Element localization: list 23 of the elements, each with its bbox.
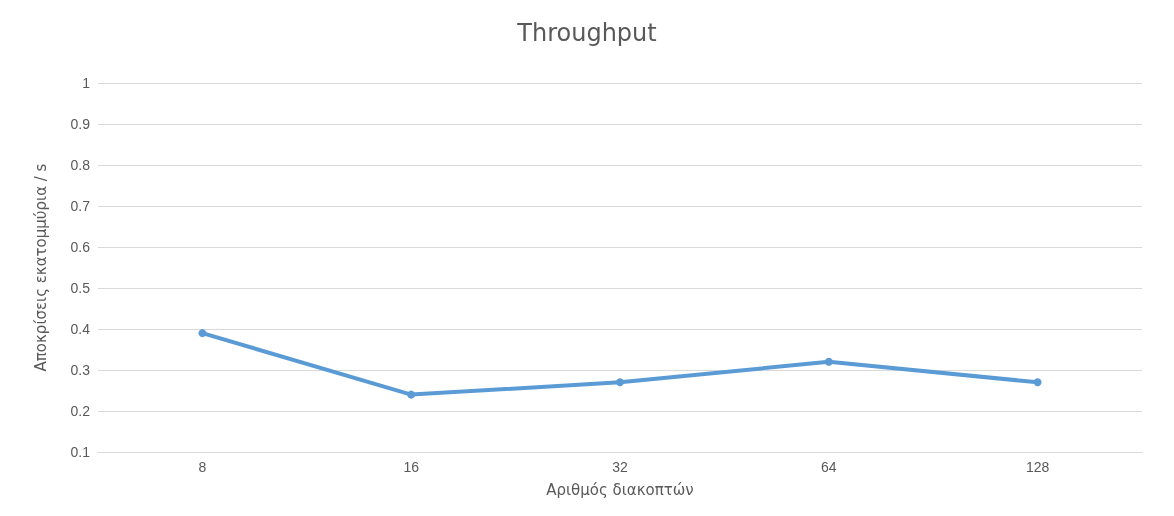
point — [407, 390, 416, 399]
x-tick-label: 8 — [198, 459, 207, 475]
point — [198, 329, 207, 338]
y-tick-label: 0.9 — [70, 116, 91, 132]
x-tick-label: 32 — [612, 459, 628, 475]
x-tick-label: 64 — [821, 459, 837, 475]
y-tick-label: 0.3 — [70, 362, 91, 378]
y-tick-label: 0.4 — [70, 321, 91, 337]
y-tick-label: 0.6 — [70, 239, 91, 255]
y-tick-label: 1 — [82, 75, 91, 91]
point — [1033, 378, 1042, 387]
point — [824, 357, 833, 366]
x-tick-label: 16 — [403, 459, 420, 475]
y-tick-label: 0.2 — [70, 403, 91, 419]
y-tick-label: 0.8 — [70, 157, 91, 173]
x-tick-label: 128 — [1025, 459, 1050, 475]
y-axis-title: Αποκρίσεις εκατομμύρια / s — [31, 163, 50, 372]
chart-title: Throughput — [516, 19, 657, 47]
y-tick-label: 0.1 — [70, 444, 91, 460]
y-tick-label: 0.7 — [70, 198, 91, 214]
x-axis-title: Αριθμός διακοπτών — [546, 480, 694, 499]
point — [616, 378, 624, 387]
y-tick-label: 0.5 — [70, 280, 91, 296]
